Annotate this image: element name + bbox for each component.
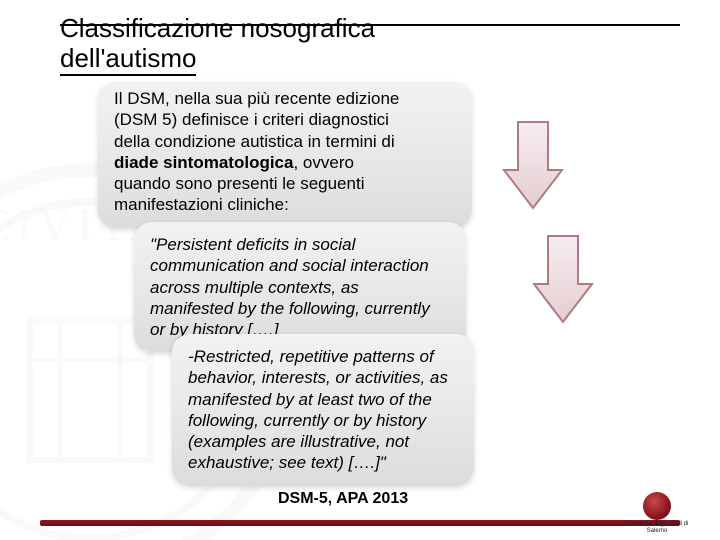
citation-text: DSM-5, APA 2013 xyxy=(278,490,408,508)
title-line2: dell'autismo xyxy=(60,44,196,76)
logo-caption: Università degli Studi di Salerno xyxy=(620,521,694,534)
b1-l2: (DSM 5) definisce i criteri diagnostici xyxy=(114,110,389,129)
footer-bar xyxy=(40,520,680,526)
bubble-quote2: -Restricted, repetitive patterns of beha… xyxy=(172,334,474,486)
b1-l6: manifestazioni cliniche: xyxy=(114,195,289,214)
b3-l2: behavior, interests, or activities, as xyxy=(188,368,448,387)
slide-title: Classificazione nosografica dell'autismo xyxy=(60,14,375,76)
bubble-intro: Il DSM, nella sua più recente edizione (… xyxy=(98,82,472,228)
b3-l5: (examples are illustrative, not xyxy=(188,432,409,451)
b2-l3: across multiple contexts, as xyxy=(150,278,359,297)
b3-l4: following, currently or by history xyxy=(188,411,426,430)
b1-l4a: diade sintomatologica xyxy=(114,153,293,172)
arrow-down-icon xyxy=(532,232,594,326)
b1-l5: quando sono presenti le seguenti xyxy=(114,174,364,193)
slide-container: CIVITAS ICA Classificazione nosografica … xyxy=(0,0,720,540)
b1-l1: Il DSM, nella sua più recente edizione xyxy=(114,89,399,108)
b2-l2: communication and social interaction xyxy=(150,256,429,275)
b1-l3: della condizione autistica in termini di xyxy=(114,132,395,151)
b3-l6: exhaustive; see text) [….]" xyxy=(188,453,386,472)
b2-l1: "Persistent deficits in social xyxy=(150,235,355,254)
logo-seal-icon xyxy=(643,492,671,520)
university-logo: Università degli Studi di Salerno xyxy=(620,492,694,534)
b3-l1: -Restricted, repetitive patterns of xyxy=(188,347,434,366)
b1-l4b: , ovvero xyxy=(293,153,353,172)
b3-l3: manifested by at least two of the xyxy=(188,390,432,409)
b2-l4: manifested by the following, currently xyxy=(150,299,430,318)
title-line1: Classificazione nosografica xyxy=(60,13,375,43)
bubble-quote1: "Persistent deficits in social communica… xyxy=(134,222,466,352)
arrow-down-icon xyxy=(502,118,564,212)
